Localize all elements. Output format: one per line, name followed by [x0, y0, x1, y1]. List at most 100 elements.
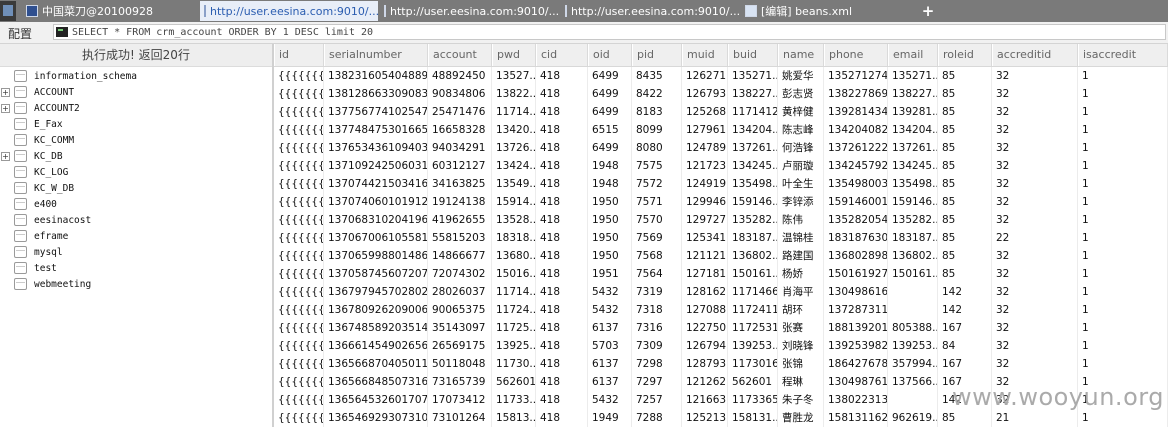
tab-caidao[interactable]: 中国菜刀@20100928 — [22, 1, 198, 21]
cell-isaccredit: 1 — [1078, 211, 1168, 229]
cell-oid: 6515 — [588, 121, 632, 139]
database-icon — [14, 86, 27, 98]
table-row[interactable]: {{{{{{{1371092425060312...6031212713424.… — [274, 157, 1168, 175]
cell-isaccredit: 1 — [1078, 85, 1168, 103]
column-header-pid[interactable]: pid — [632, 44, 682, 66]
table-row[interactable]: {{{{{{{1370670061055815...5581520318318.… — [274, 229, 1168, 247]
cell-account: 90065375 — [428, 301, 492, 319]
column-header-muid[interactable]: muid — [682, 44, 728, 66]
cell-roleid: 142 — [938, 283, 992, 301]
column-header-cid[interactable]: cid — [536, 44, 588, 66]
cell-name: 李锌添 — [778, 193, 824, 211]
expand-icon[interactable]: + — [1, 103, 10, 113]
column-header-email[interactable]: email — [888, 44, 938, 66]
app-icon — [0, 1, 16, 21]
table-row[interactable]: {{{{{{{1365469293073101...7310126415813.… — [274, 409, 1168, 427]
tab-label: [编辑] beans.xml — [761, 5, 853, 18]
table-row[interactable]: {{{{{{{1381286633090834...9083480613822.… — [274, 85, 1168, 103]
pane-splitter[interactable] — [272, 44, 274, 427]
table-row[interactable]: {{{{{{{1365668485073165...73165739562601… — [274, 373, 1168, 391]
table-row[interactable]: {{{{{{{1370659988014866...1486667713680.… — [274, 247, 1168, 265]
cell-phone: 135271274... — [824, 67, 888, 85]
tab-url-1[interactable]: http://user.eesina.com:9010/... — [200, 1, 378, 21]
table-row[interactable]: {{{{{{{1370587456072074...7207430215016.… — [274, 265, 1168, 283]
cell-accreditid: 22 — [992, 229, 1078, 247]
table-row[interactable]: {{{{{{{1367979457028026...2802603711714.… — [274, 283, 1168, 301]
column-header-accreditid[interactable]: accreditid — [992, 44, 1078, 66]
column-header-account[interactable]: account — [428, 44, 492, 66]
column-header-phone[interactable]: phone — [824, 44, 888, 66]
tab-url-3[interactable]: http://user.eesina.com:9010/... — [561, 1, 739, 21]
column-header-name[interactable]: name — [778, 44, 824, 66]
column-header-roleid[interactable]: roleid — [938, 44, 992, 66]
cell-phone: 183187630... — [824, 229, 888, 247]
cell-buid: 138227... — [728, 85, 778, 103]
table-row[interactable]: {{{{{{{1376534361094034...9403429113726.… — [274, 139, 1168, 157]
cell-buid: 135282... — [728, 211, 778, 229]
cell-pid: 7569 — [632, 229, 682, 247]
column-header-serialnumber[interactable]: serialnumber — [324, 44, 428, 66]
cell-pwd: 13822... — [492, 85, 536, 103]
cell-roleid: 85 — [938, 175, 992, 193]
table-row[interactable]: {{{{{{{1377567741025471...2547147611714.… — [274, 103, 1168, 121]
cell-id: {{{{{{{ — [274, 283, 324, 301]
table-row[interactable]: {{{{{{{1365645326017073...1707341211733.… — [274, 391, 1168, 409]
cell-roleid: 85 — [938, 103, 992, 121]
cell-email: 183187... — [888, 229, 938, 247]
table-row[interactable]: {{{{{{{1366614549026569...2656917513925.… — [274, 337, 1168, 355]
cell-account: 50118048 — [428, 355, 492, 373]
table-row[interactable]: {{{{{{{1370744215034163...3416382513549.… — [274, 175, 1168, 193]
cell-accreditid: 32 — [992, 337, 1078, 355]
cell-serialnumber: 1377567741025471... — [324, 103, 428, 121]
sql-input[interactable]: SELECT * FROM crm_account ORDER BY 1 DES… — [53, 24, 1166, 40]
column-header-isaccredit[interactable]: isaccredit — [1078, 44, 1168, 66]
cell-serialnumber: 1376534361094034... — [324, 139, 428, 157]
cell-cid: 418 — [536, 319, 588, 337]
tab-url-2[interactable]: http://user.eesina.com:9010/... — [380, 1, 558, 21]
cell-phone: 139281434... — [824, 103, 888, 121]
cell-pwd: 15813... — [492, 409, 536, 427]
new-tab-button[interactable]: + — [921, 2, 935, 20]
cell-account: 26569175 — [428, 337, 492, 355]
database-name: webmeeting — [34, 278, 92, 290]
cell-account: 73101264 — [428, 409, 492, 427]
table-row[interactable]: {{{{{{{1370740601019124...1912413815914.… — [274, 193, 1168, 211]
column-header-buid[interactable]: buid — [728, 44, 778, 66]
window-icon — [26, 5, 38, 17]
cell-phone: 138227869... — [824, 85, 888, 103]
column-header-oid[interactable]: oid — [588, 44, 632, 66]
cell-serialnumber: 1377484753016658... — [324, 121, 428, 139]
table-row[interactable]: {{{{{{{1367485892035143...3514309711725.… — [274, 319, 1168, 337]
table-row[interactable]: {{{{{{{1365668704050118...5011804811730.… — [274, 355, 1168, 373]
tab-beans-xml[interactable]: [编辑] beans.xml — [741, 1, 916, 21]
cell-muid: 124789... — [682, 139, 728, 157]
column-header-id[interactable]: id — [274, 44, 324, 66]
cell-serialnumber: 1365668704050118... — [324, 355, 428, 373]
cell-name: 路建国 — [778, 247, 824, 265]
cell-pid: 7318 — [632, 301, 682, 319]
table-row[interactable]: {{{{{{{13823160540488​92...4889245013527… — [274, 67, 1168, 85]
table-row[interactable]: {{{{{{{1367809262090065...9006537511724.… — [274, 301, 1168, 319]
table-row[interactable]: {{{{{{{1377484753016658...1665832813420.… — [274, 121, 1168, 139]
cell-isaccredit: 1 — [1078, 337, 1168, 355]
cell-cid: 418 — [536, 157, 588, 175]
tab-label: http://user.eesina.com:9010/... — [390, 4, 558, 18]
cell-account: 55815203 — [428, 229, 492, 247]
cell-account: 28026037 — [428, 283, 492, 301]
cell-id: {{{{{{{ — [274, 211, 324, 229]
cell-buid: 1173016 — [728, 355, 778, 373]
config-button[interactable]: 配置 — [8, 27, 33, 41]
expand-icon[interactable]: + — [1, 151, 10, 161]
cell-phone: 130498616... — [824, 283, 888, 301]
table-row[interactable]: {{{{{{{1370683102041962...4196265513528.… — [274, 211, 1168, 229]
expand-icon[interactable]: + — [1, 87, 10, 97]
cell-phone: 137287311... — [824, 301, 888, 319]
cell-roleid: 167 — [938, 355, 992, 373]
cell-email — [888, 283, 938, 301]
database-name: KC_COMM — [34, 134, 75, 146]
cell-oid: 1951 — [588, 265, 632, 283]
cell-cid: 418 — [536, 301, 588, 319]
column-header-pwd[interactable]: pwd — [492, 44, 536, 66]
cell-cid: 418 — [536, 355, 588, 373]
cell-pid: 8080 — [632, 139, 682, 157]
